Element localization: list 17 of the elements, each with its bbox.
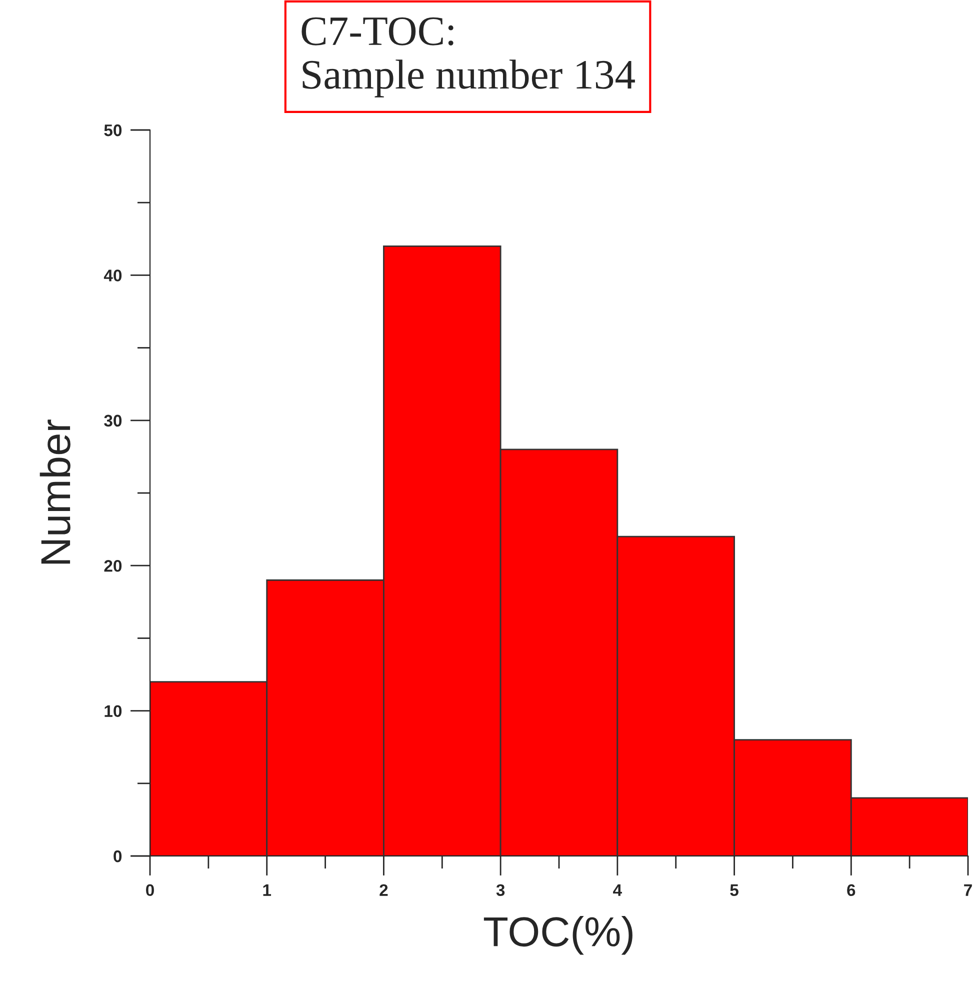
x-axis-title: TOC(%)	[484, 916, 632, 955]
x-tick-label: 2	[380, 884, 388, 896]
y-tick-label: 40	[104, 270, 122, 282]
x-tick-label: 5	[730, 884, 738, 896]
y-tick-label: 50	[104, 124, 122, 136]
x-tick-label: 3	[496, 884, 505, 896]
y-tick-label: 30	[104, 414, 122, 427]
x-tick-label: 4	[613, 884, 622, 896]
text: C7-TOC: Sample number 134	[302, 17, 635, 98]
y-tick-label: 0	[114, 850, 122, 862]
x-tick-label: 6	[847, 884, 856, 896]
y-tick-label: 20	[104, 560, 122, 572]
x-tick-label: 1	[263, 884, 272, 896]
y-axis-title: Number	[40, 420, 70, 564]
y-tick-label: 10	[104, 705, 122, 718]
x-tick-label: 0	[146, 884, 154, 896]
x-tick-label: 7	[964, 884, 972, 896]
